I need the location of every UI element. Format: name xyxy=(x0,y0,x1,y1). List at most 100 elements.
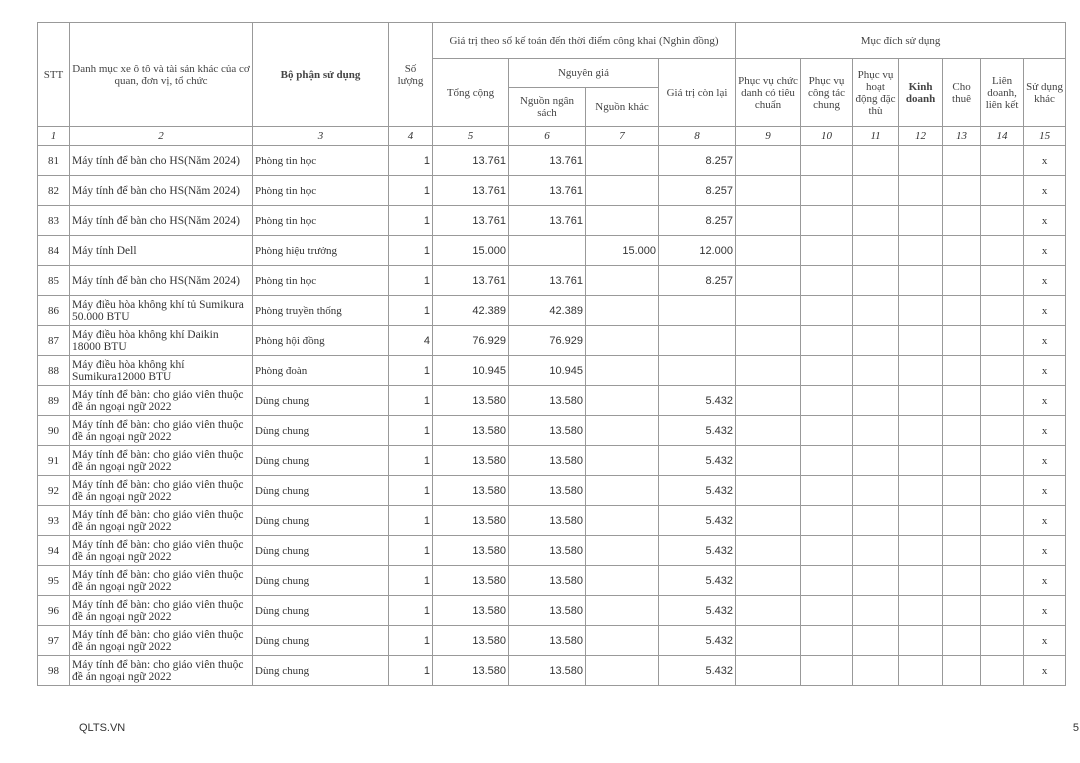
cell-budget xyxy=(508,235,586,266)
cell-name: Máy tính để bàn: cho giáo viên thuộc đề … xyxy=(69,475,253,506)
cell-empty xyxy=(852,565,900,596)
table-row: 94 Máy tính để bàn: cho giáo viên thuộc đ… xyxy=(37,535,1067,566)
cell-dept: Phòng hiệu trưởng xyxy=(252,235,389,266)
cell-remaining: 8.257 xyxy=(657,205,737,236)
cell-remaining xyxy=(657,325,737,356)
cell-total: 13.580 xyxy=(432,595,509,626)
cell-name: Máy điều hòa không khí tủ Sumikura 50.00… xyxy=(69,295,253,326)
table-row: 83 Máy tính để bàn cho HS(Năm 2024) Phòng … xyxy=(37,205,1067,236)
cell-p15: x xyxy=(1023,535,1067,566)
cell-budget: 13.580 xyxy=(508,535,586,566)
cell-stt: 90 xyxy=(37,415,70,446)
cell-dept: Dùng chung xyxy=(252,565,389,596)
cell-qty: 4 xyxy=(388,325,433,356)
cell-empty xyxy=(800,625,854,656)
cell-name: Máy tính để bàn: cho giáo viên thuộc đề … xyxy=(69,415,253,446)
cell-empty xyxy=(735,295,802,326)
cell-dept: Dùng chung xyxy=(252,595,389,626)
cell-budget: 13.580 xyxy=(508,415,586,446)
cell-budget: 13.580 xyxy=(508,475,586,506)
cell-budget: 13.580 xyxy=(508,595,586,626)
cell-empty xyxy=(980,265,1025,296)
cell-remaining: 5.432 xyxy=(657,535,737,566)
cell-qty: 1 xyxy=(388,355,433,386)
cell-budget: 10.945 xyxy=(508,355,586,386)
column-number: 9 xyxy=(735,126,802,146)
cell-budget: 13.580 xyxy=(508,565,586,596)
cell-name: Máy tính Dell xyxy=(69,235,253,266)
cell-qty: 1 xyxy=(388,505,433,536)
cell-other xyxy=(585,145,659,176)
table-row: 90 Máy tính để bàn: cho giáo viên thuộc đ… xyxy=(37,415,1067,446)
cell-budget: 13.580 xyxy=(508,445,586,476)
cell-other xyxy=(585,655,659,686)
cell-empty xyxy=(942,565,982,596)
cell-empty xyxy=(852,205,900,236)
cell-empty xyxy=(942,415,982,446)
cell-name: Máy tính để bàn cho HS(Năm 2024) xyxy=(69,265,253,296)
cell-empty xyxy=(735,595,802,626)
cell-empty xyxy=(852,535,900,566)
cell-remaining: 8.257 xyxy=(657,265,737,296)
header-total: Tổng cộng xyxy=(432,58,509,127)
cell-name: Máy điều hòa không khí Sumikura12000 BTU xyxy=(69,355,253,386)
cell-empty xyxy=(852,175,900,206)
cell-name: Máy tính để bàn: cho giáo viên thuộc đề … xyxy=(69,445,253,476)
cell-qty: 1 xyxy=(388,445,433,476)
cell-empty xyxy=(735,565,802,596)
cell-p15: x xyxy=(1023,385,1067,416)
cell-p15: x xyxy=(1023,355,1067,386)
column-number: 4 xyxy=(388,126,433,146)
cell-budget: 13.761 xyxy=(508,265,586,296)
cell-empty xyxy=(800,595,854,626)
cell-other xyxy=(585,175,659,206)
column-number: 5 xyxy=(432,126,509,146)
cell-empty xyxy=(980,325,1025,356)
cell-stt: 98 xyxy=(37,655,70,686)
cell-empty xyxy=(852,385,900,416)
cell-total: 13.580 xyxy=(432,505,509,536)
cell-other xyxy=(585,505,659,536)
cell-empty xyxy=(852,625,900,656)
cell-empty xyxy=(980,355,1025,386)
cell-p15: x xyxy=(1023,565,1067,596)
page-number: 5 xyxy=(1072,722,1079,734)
cell-empty xyxy=(800,475,854,506)
table-row: 88 Máy điều hòa không khí Sumikura12000 B… xyxy=(37,355,1067,386)
header-p11: Phục vụ hoạt động đặc thù xyxy=(852,58,900,127)
cell-other xyxy=(585,325,659,356)
cell-empty xyxy=(942,655,982,686)
cell-empty xyxy=(898,445,944,476)
cell-empty xyxy=(852,445,900,476)
cell-other xyxy=(585,625,659,656)
cell-empty xyxy=(735,415,802,446)
cell-name: Máy tính để bàn: cho giáo viên thuộc đề … xyxy=(69,595,253,626)
cell-stt: 93 xyxy=(37,505,70,536)
cell-total: 42.389 xyxy=(432,295,509,326)
cell-name: Máy tính để bàn: cho giáo viên thuộc đề … xyxy=(69,625,253,656)
cell-empty xyxy=(800,445,854,476)
cell-empty xyxy=(942,445,982,476)
table-row: 84 Máy tính Dell Phòng hiệu trưởng 1 15.000 1… xyxy=(37,235,1067,266)
cell-dept: Dùng chung xyxy=(252,415,389,446)
cell-total: 10.945 xyxy=(432,355,509,386)
table-row: 86 Máy điều hòa không khí tủ Sumikura 50.… xyxy=(37,295,1067,326)
table-row: 81 Máy tính để bàn cho HS(Năm 2024) Phòng … xyxy=(37,145,1067,176)
cell-dept: Phòng tin học xyxy=(252,145,389,176)
cell-qty: 1 xyxy=(388,295,433,326)
column-number: 13 xyxy=(942,126,982,146)
table-row: 97 Máy tính để bàn: cho giáo viên thuộc đ… xyxy=(37,625,1067,656)
header-p10: Phục vụ công tác chung xyxy=(800,58,854,127)
cell-p15: x xyxy=(1023,235,1067,266)
cell-total: 15.000 xyxy=(432,235,509,266)
cell-name: Máy tính để bàn: cho giáo viên thuộc đề … xyxy=(69,655,253,686)
cell-stt: 83 xyxy=(37,205,70,236)
cell-empty xyxy=(980,625,1025,656)
cell-p15: x xyxy=(1023,265,1067,296)
table-row: 89 Máy tính để bàn: cho giáo viên thuộc đ… xyxy=(37,385,1067,416)
cell-budget: 13.580 xyxy=(508,655,586,686)
cell-remaining: 5.432 xyxy=(657,445,737,476)
table-row: 95 Máy tính để bàn: cho giáo viên thuộc đ… xyxy=(37,565,1067,596)
cell-empty xyxy=(942,265,982,296)
cell-p15: x xyxy=(1023,145,1067,176)
